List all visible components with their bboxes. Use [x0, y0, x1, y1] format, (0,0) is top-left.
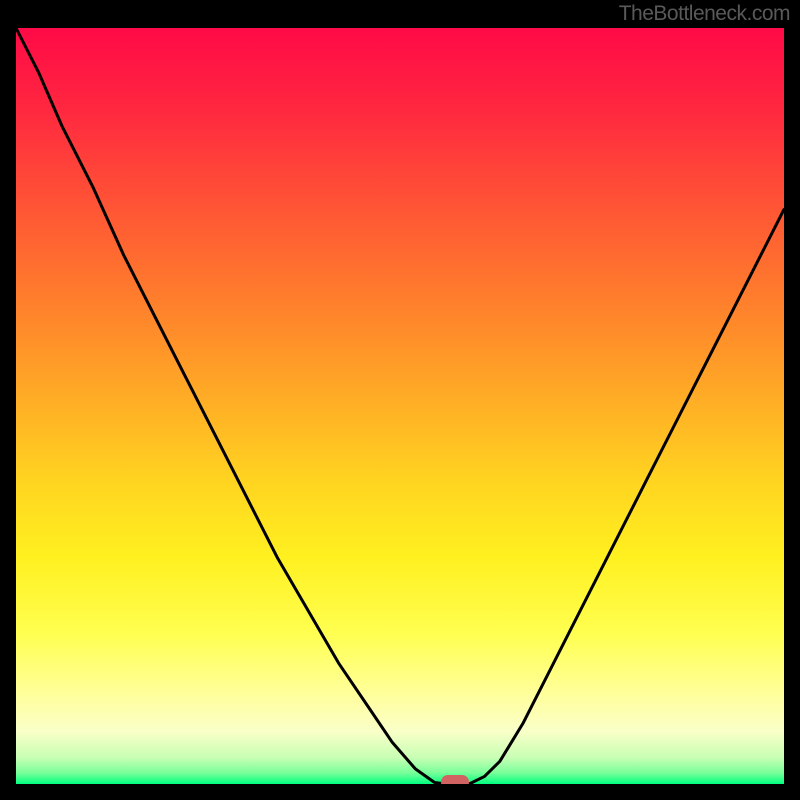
bottleneck-curve: [16, 28, 784, 784]
bottleneck-chart: [16, 28, 784, 784]
watermark-text: TheBottleneck.com: [619, 2, 790, 26]
optimal-point-marker: [441, 775, 469, 784]
